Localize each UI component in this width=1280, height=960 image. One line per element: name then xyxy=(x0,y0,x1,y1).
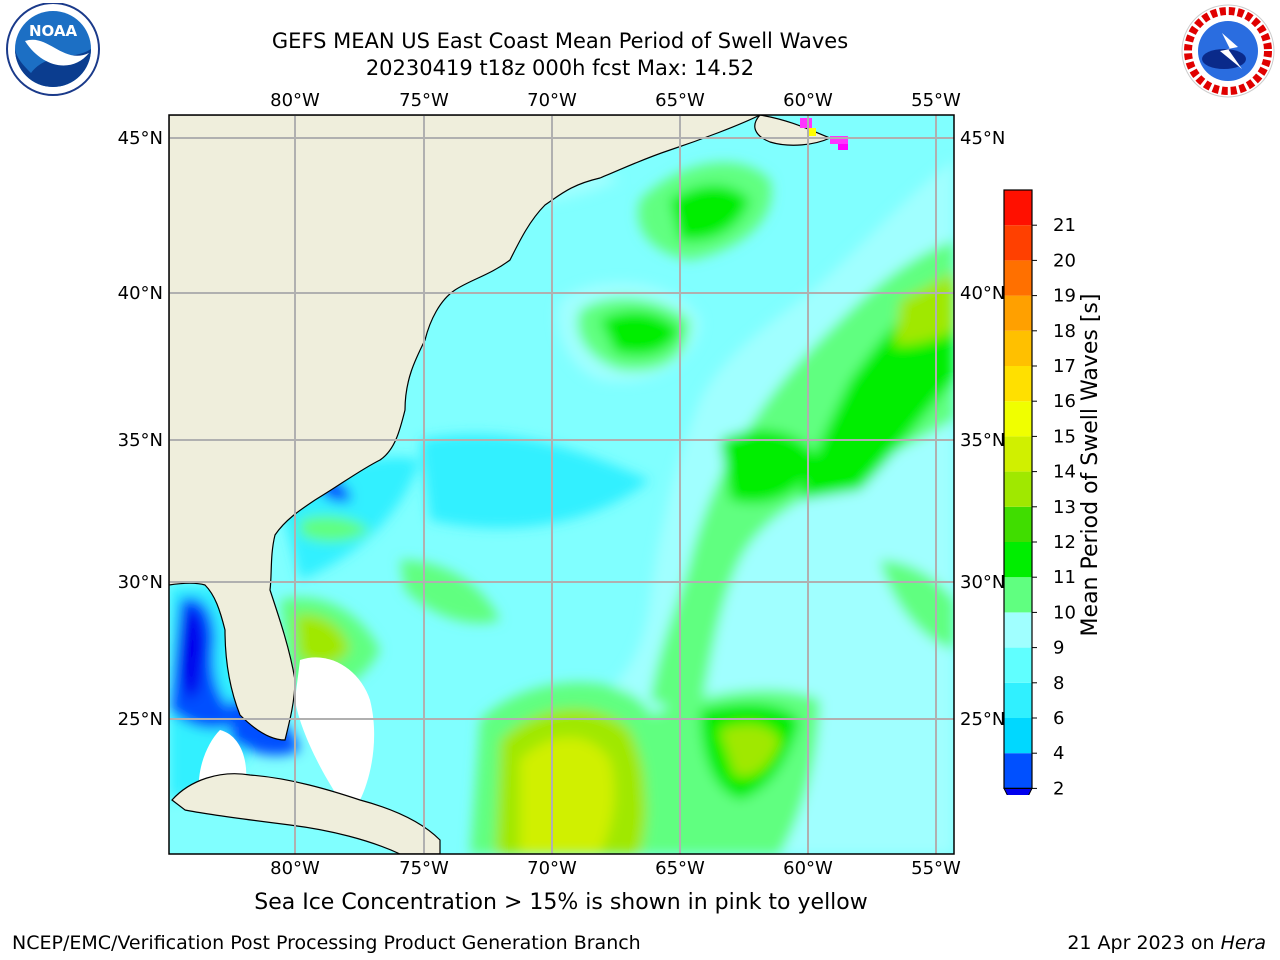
sea-ice-marker xyxy=(830,136,848,144)
lon-label-bottom: 75°W xyxy=(399,858,449,879)
colorbar-tick-label: 6 xyxy=(1053,708,1064,729)
colorbar-bin xyxy=(1004,260,1032,296)
lon-label-top: 80°W xyxy=(270,90,320,111)
colorbar-tick-label: 16 xyxy=(1053,391,1076,412)
colorbar-tick-label: 21 xyxy=(1053,215,1076,236)
colorbar-frame xyxy=(1003,189,1033,790)
colorbar-bin xyxy=(1004,542,1032,578)
colorbar-tick-label: 14 xyxy=(1053,462,1076,483)
colorbar-bin xyxy=(1004,366,1032,402)
lon-label-top: 65°W xyxy=(655,90,705,111)
colorbar-bin xyxy=(1004,718,1032,754)
colorbar-bin xyxy=(1004,225,1032,261)
colorbar-bin xyxy=(1004,295,1032,331)
lon-label-top: 70°W xyxy=(527,90,577,111)
date-text: 21 Apr 2023 on Hera xyxy=(1067,932,1266,954)
lat-label-left: 25°N xyxy=(118,709,163,730)
cuba-land xyxy=(171,773,441,854)
map-field xyxy=(169,115,954,854)
colorbar-extend xyxy=(1003,787,1033,795)
colorbar-bin xyxy=(1004,506,1032,542)
colorbar-tick-label: 13 xyxy=(1053,497,1076,518)
sea-ice-marker xyxy=(838,144,848,150)
colorbar-tick-label: 10 xyxy=(1053,602,1076,623)
colorbar-bin xyxy=(1004,753,1032,789)
colorbar-tick-label: 2 xyxy=(1053,778,1064,795)
colorbar-bin xyxy=(1004,401,1032,437)
colorbar-bin xyxy=(1004,647,1032,683)
date-value: 21 Apr 2023 on xyxy=(1067,932,1221,954)
map-title: GEFS MEAN US East Coast Mean Period of S… xyxy=(271,29,849,53)
lat-label-right: 45°N xyxy=(960,128,1005,149)
lat-label-right: 30°N xyxy=(960,572,1005,593)
colorbar-label: Mean Period of Swell Waves [s] xyxy=(1078,294,1103,637)
colorbar-bin xyxy=(1004,471,1032,507)
lat-label-left: 40°N xyxy=(118,283,163,304)
noaa-logo: NOAA xyxy=(6,3,100,96)
lon-label-top: 55°W xyxy=(911,90,961,111)
noaa-logo-text: NOAA xyxy=(29,22,78,40)
north-america-land xyxy=(169,115,761,741)
colorbar-bin xyxy=(1004,330,1032,366)
lat-label-right: 35°N xyxy=(960,430,1005,451)
lat-label-right: 40°N xyxy=(960,283,1005,304)
lat-label-left: 35°N xyxy=(118,430,163,451)
colorbar-bin xyxy=(1004,190,1032,226)
colorbar-bin xyxy=(1004,436,1032,472)
lon-label-top: 75°W xyxy=(399,90,449,111)
colorbar-tick-label: 17 xyxy=(1053,356,1076,377)
colorbar: 2 4 6 8 9 10 11 12 13 14 15 16 17 18 19 20 21 Mean Perio… xyxy=(1003,189,1103,795)
colorbar-tick-label: 8 xyxy=(1053,673,1064,694)
colorbar-tick-label: 18 xyxy=(1053,321,1076,342)
lat-label-left: 45°N xyxy=(118,128,163,149)
colorbar-tick-label: 9 xyxy=(1053,638,1064,659)
map-subtitle: 20230419 t18z 000h fcst Max: 14.52 xyxy=(365,56,755,80)
lon-label-bottom: 70°W xyxy=(527,858,577,879)
colorbar-tick-label: 20 xyxy=(1053,250,1076,271)
colorbar-tick-label: 15 xyxy=(1053,426,1076,447)
map-panel: 80°W 80°W 75°W 75°W 70°W 70°W 65°W 65°W 60°W 60°W… xyxy=(118,90,1006,879)
swell-period-field xyxy=(169,115,954,854)
colorbar-tick-label: 19 xyxy=(1053,286,1076,307)
sea-ice-marker xyxy=(808,128,816,136)
lat-label-left: 30°N xyxy=(118,572,163,593)
nws-logo xyxy=(1181,4,1275,98)
lat-label-right: 25°N xyxy=(960,709,1005,730)
map-grid xyxy=(169,115,954,854)
sea-ice-marker xyxy=(800,118,812,128)
map-frame xyxy=(168,114,955,855)
lon-label-bottom: 55°W xyxy=(911,858,961,879)
lon-label-bottom: 60°W xyxy=(783,858,833,879)
colorbar-tick-label: 11 xyxy=(1053,567,1076,588)
colorbar-tick-label: 4 xyxy=(1053,743,1064,764)
lon-label-top: 60°W xyxy=(783,90,833,111)
map-axis-labels: 80°W 80°W 75°W 75°W 70°W 70°W 65°W 65°W 60°W 60°W… xyxy=(118,90,1006,879)
lon-label-bottom: 65°W xyxy=(655,858,705,879)
colorbar-bin xyxy=(1004,612,1032,648)
machine-name: Hera xyxy=(1220,932,1266,954)
credit-text: NCEP/EMC/Verification Post Processing Pr… xyxy=(12,932,641,954)
colorbar-bin xyxy=(1004,577,1032,613)
lon-label-bottom: 80°W xyxy=(270,858,320,879)
sea-ice-note: Sea Ice Concentration > 15% is shown in … xyxy=(254,890,868,915)
colorbar-tick-label: 12 xyxy=(1053,532,1076,553)
colorbar-bin xyxy=(1004,682,1032,718)
